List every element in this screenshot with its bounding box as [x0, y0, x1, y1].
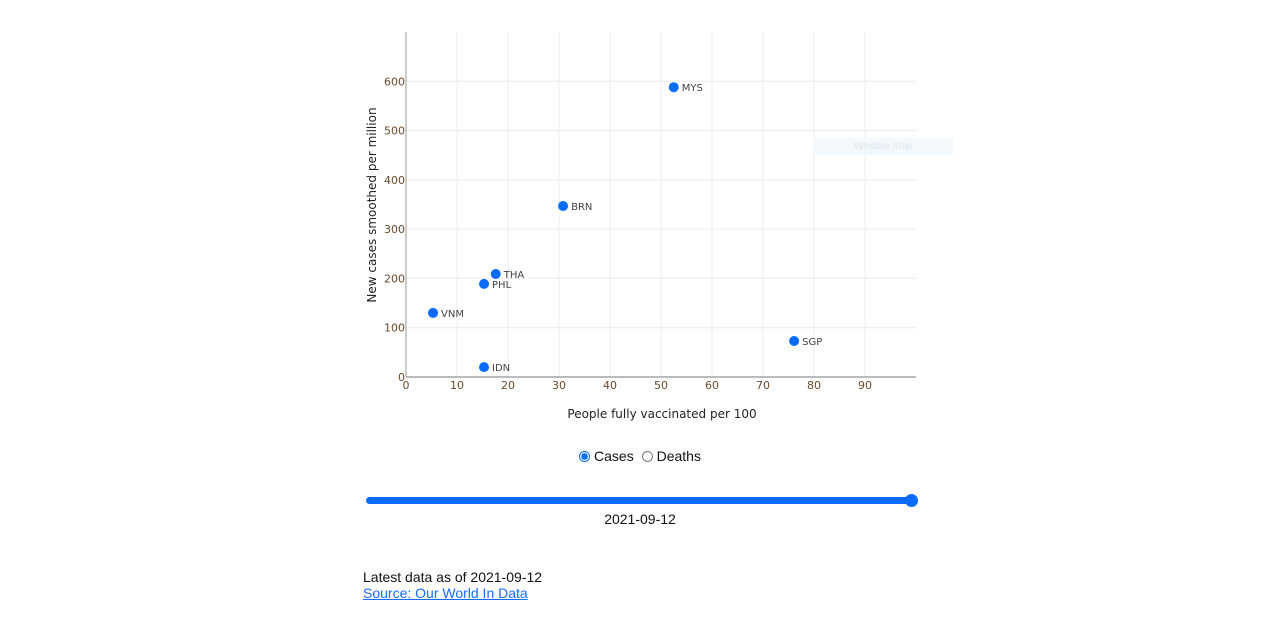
point-label-tha: THA	[503, 270, 525, 281]
radio-deaths[interactable]: Deaths	[641, 448, 701, 464]
point-idn	[479, 362, 490, 373]
window-snip-overlay: Window Snip	[813, 138, 953, 155]
x-tick-label: 20	[501, 379, 515, 392]
x-tick-label: 80	[807, 379, 821, 392]
axes	[405, 32, 916, 378]
x-tick-label: 10	[450, 379, 464, 392]
radio-deaths-label: Deaths	[656, 448, 701, 464]
slider-track[interactable]	[366, 497, 912, 504]
x-axis-label: People fully vaccinated per 100	[567, 407, 756, 421]
point-sgp	[789, 336, 800, 347]
x-tick-label: 0	[403, 379, 410, 392]
y-tick-label: 500	[384, 125, 405, 138]
y-tick-label: 100	[384, 322, 405, 335]
slider-date-label: 2021-09-12	[604, 511, 676, 527]
point-label-vnm: VNM	[441, 309, 464, 320]
scatter-chart: 0 10 20 30 40 50 60 70 80 90 0 100 200 300 400 500 600 M…	[365, 32, 916, 421]
point-phl	[479, 278, 490, 289]
x-tick-label: 30	[552, 379, 566, 392]
x-tick-label: 50	[654, 379, 668, 392]
x-tick-label: 60	[705, 379, 719, 392]
x-tick-label: 40	[603, 379, 617, 392]
radio-cases-input[interactable]	[579, 451, 591, 462]
point-mys	[668, 82, 679, 93]
metric-radio-group: Cases Deaths	[0, 448, 1280, 464]
tick-labels: 0 10 20 30 40 50 60 70 80 90 0 100 200 300 400 500 600	[384, 75, 872, 392]
point-vnm	[428, 307, 439, 318]
slider-thumb[interactable]	[905, 494, 918, 507]
source-link[interactable]: Source: Our World In Data	[363, 585, 528, 601]
point-label-idn: IDN	[492, 363, 510, 374]
radio-deaths-input[interactable]	[641, 451, 653, 462]
x-tick-label: 70	[756, 379, 770, 392]
point-label-brn: BRN	[571, 202, 592, 213]
y-tick-label: 0	[398, 371, 405, 384]
point-label-phl: PHL	[492, 280, 512, 291]
grid	[406, 32, 916, 377]
point-tha	[490, 268, 501, 279]
y-tick-label: 400	[384, 174, 405, 187]
latest-data-text: Latest data as of 2021-09-12	[363, 569, 543, 585]
point-label-sgp: SGP	[802, 337, 822, 348]
radio-cases[interactable]: Cases	[579, 448, 634, 464]
y-axis-label: New cases smoothed per million	[365, 107, 379, 302]
date-slider[interactable]	[366, 494, 918, 507]
radio-cases-label: Cases	[594, 448, 634, 464]
point-label-mys: MYS	[682, 83, 703, 94]
y-tick-label: 300	[384, 223, 405, 236]
point-brn	[558, 200, 569, 211]
y-tick-label: 600	[384, 75, 405, 88]
y-tick-label: 200	[384, 272, 405, 285]
x-tick-label: 90	[858, 379, 872, 392]
